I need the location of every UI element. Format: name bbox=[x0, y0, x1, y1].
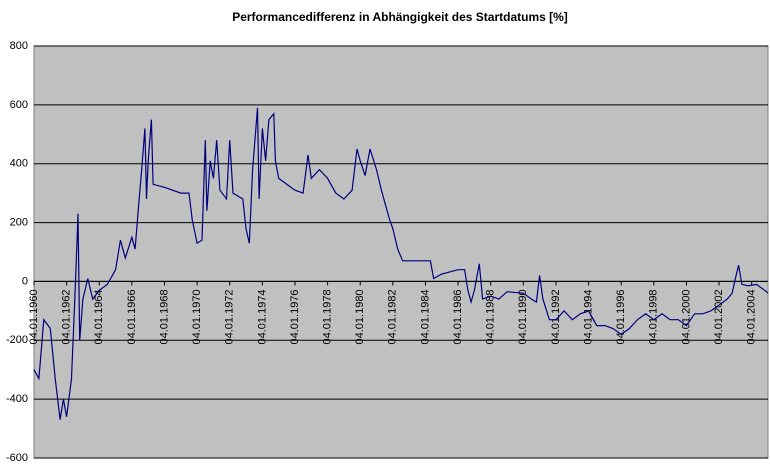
line bbox=[33, 107, 769, 420]
x-tick-label: 04.01.1996 bbox=[615, 289, 627, 344]
y-tick-label: -600 bbox=[6, 452, 28, 464]
x-tick-label: 04.01.2004 bbox=[746, 289, 758, 344]
y-tick-label: 400 bbox=[10, 158, 28, 170]
x-tick-label: 04.01.1962 bbox=[61, 289, 73, 344]
chart-title: Performancedifferenz in Abhängigkeit des… bbox=[232, 10, 568, 24]
x-tick-label: 04.01.1974 bbox=[256, 289, 268, 344]
plot-area bbox=[33, 45, 769, 459]
y-tick-label: -400 bbox=[6, 393, 28, 405]
x-tick-label: 04.01.1964 bbox=[93, 289, 105, 344]
x-tick-label: 04.01.1980 bbox=[354, 289, 366, 344]
x-tick-label: 04.01.1990 bbox=[517, 289, 529, 344]
y-tick-label: 600 bbox=[10, 99, 28, 111]
x-tick-label: 04.01.2002 bbox=[713, 289, 725, 344]
x-tick-label: 04.01.1970 bbox=[191, 289, 203, 344]
x-tick-label: 04.01.1966 bbox=[126, 289, 138, 344]
x-tick-label: 04.01.1960 bbox=[28, 289, 40, 344]
x-tick-label: 04.01.1968 bbox=[158, 289, 170, 344]
y-tick-label: 800 bbox=[10, 40, 28, 52]
x-tick-label: 04.01.1988 bbox=[485, 289, 497, 344]
x-tick-label: 04.01.1982 bbox=[387, 289, 399, 344]
x-tick-label: 04.01.1992 bbox=[550, 289, 562, 344]
x-tick-label: 04.01.2000 bbox=[680, 289, 692, 344]
y-tick-label: -200 bbox=[6, 334, 28, 346]
x-tick-label: 04.01.1998 bbox=[648, 289, 660, 344]
y-tick-label: 0 bbox=[22, 275, 28, 287]
x-tick-label: 04.01.1976 bbox=[289, 289, 301, 344]
x-tick-label: 04.01.1984 bbox=[419, 289, 431, 344]
x-tick-label: 04.01.1978 bbox=[322, 289, 334, 344]
x-tick-label: 04.01.1972 bbox=[224, 289, 236, 344]
x-tick-label: 04.01.1986 bbox=[452, 289, 464, 344]
y-tick-label: 200 bbox=[10, 216, 28, 228]
x-tick-label: 04.01.1994 bbox=[582, 289, 594, 344]
